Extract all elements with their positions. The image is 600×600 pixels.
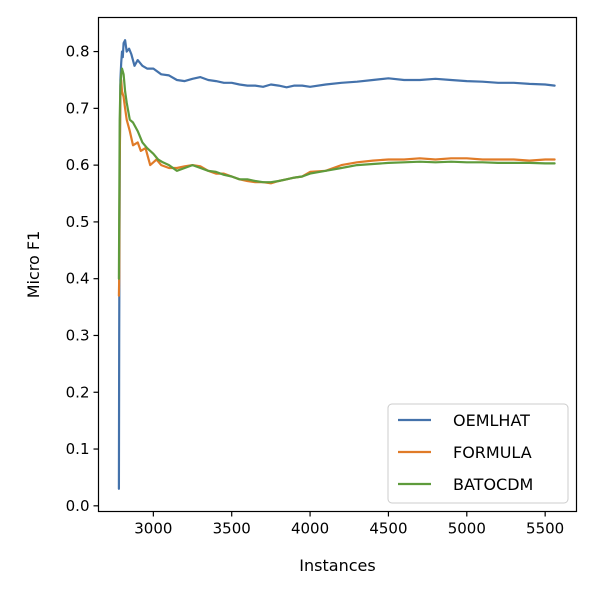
y-tick-label: 0.7 (66, 99, 90, 117)
y-tick-label: 0.6 (66, 156, 90, 174)
y-axis: 0.0 0.1 0.2 0.3 0.4 0.5 0.6 0.7 0.8 (66, 43, 99, 515)
plot-frame (97, 16, 578, 513)
series-line-formula (117, 78, 556, 297)
x-tick-label: 4000 (291, 520, 329, 538)
series-layer (117, 39, 556, 490)
y-tick-label: 0.0 (66, 497, 90, 515)
x-tick-label: 4500 (369, 520, 407, 538)
y-tick-label: 0.8 (66, 43, 90, 61)
legend: OEMLHAT FORMULA BATOCDM (387, 403, 569, 504)
series-line-batocdm (117, 67, 556, 280)
series-line-oemlhat (117, 39, 556, 490)
legend-label-batocdm: BATOCDM (453, 475, 533, 494)
x-tick-label: 3000 (134, 520, 172, 538)
x-tick-label: 3500 (213, 520, 251, 538)
plot-area (97, 16, 578, 513)
legend-label-oemlhat: OEMLHAT (453, 411, 530, 430)
y-tick-label: 0.2 (66, 383, 90, 401)
y-tick-label: 0.3 (66, 326, 90, 344)
x-axis: 3000 3500 4000 4500 5000 5500 (134, 511, 564, 538)
x-axis-label: Instances (299, 556, 375, 575)
y-tick-label: 0.1 (66, 440, 90, 458)
y-tick-label: 0.5 (66, 213, 90, 231)
y-axis-label: Micro F1 (24, 231, 43, 299)
legend-box (387, 403, 569, 504)
y-tick-label: 0.4 (66, 270, 90, 288)
legend-label-formula: FORMULA (453, 443, 532, 462)
x-tick-label: 5500 (526, 520, 564, 538)
x-tick-label: 5000 (448, 520, 486, 538)
